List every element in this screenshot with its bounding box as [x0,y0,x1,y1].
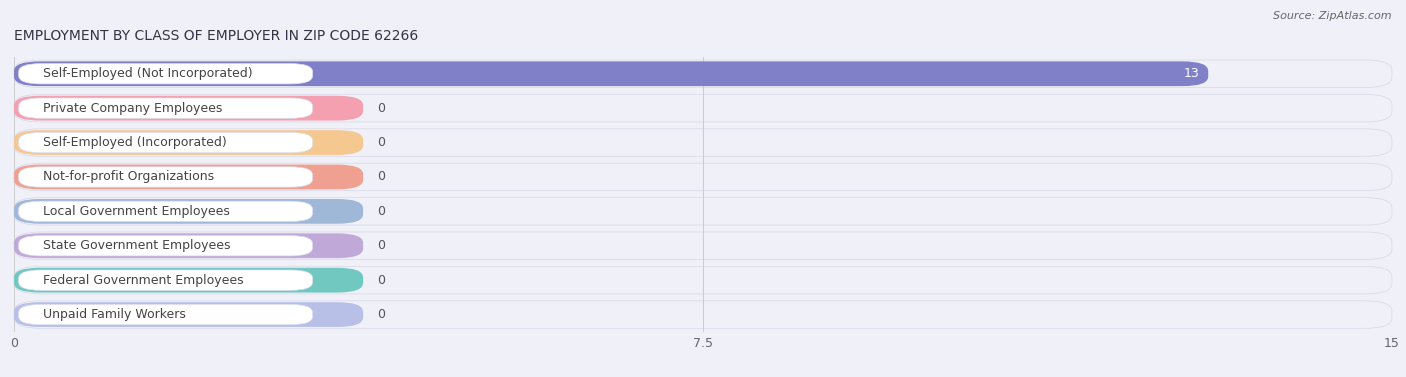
Text: Local Government Employees: Local Government Employees [44,205,231,218]
Text: Private Company Employees: Private Company Employees [44,102,222,115]
FancyBboxPatch shape [14,198,1392,225]
FancyBboxPatch shape [14,94,1392,122]
FancyBboxPatch shape [14,96,363,121]
FancyBboxPatch shape [14,268,363,293]
Text: State Government Employees: State Government Employees [44,239,231,252]
FancyBboxPatch shape [14,267,1392,294]
Text: 0: 0 [377,102,385,115]
FancyBboxPatch shape [18,64,312,84]
Text: Source: ZipAtlas.com: Source: ZipAtlas.com [1274,11,1392,21]
Text: 0: 0 [377,274,385,287]
FancyBboxPatch shape [14,60,1392,87]
FancyBboxPatch shape [18,132,312,153]
FancyBboxPatch shape [14,61,1208,86]
FancyBboxPatch shape [14,301,1392,328]
Text: Not-for-profit Organizations: Not-for-profit Organizations [44,170,215,184]
Text: 0: 0 [377,136,385,149]
FancyBboxPatch shape [14,165,363,189]
Text: 13: 13 [1184,67,1199,80]
Text: 0: 0 [377,170,385,184]
Text: 0: 0 [377,239,385,252]
Text: Self-Employed (Incorporated): Self-Employed (Incorporated) [44,136,228,149]
FancyBboxPatch shape [18,167,312,187]
Text: Self-Employed (Not Incorporated): Self-Employed (Not Incorporated) [44,67,253,80]
FancyBboxPatch shape [14,130,363,155]
FancyBboxPatch shape [14,129,1392,156]
FancyBboxPatch shape [18,98,312,118]
Text: 0: 0 [377,205,385,218]
FancyBboxPatch shape [14,199,363,224]
FancyBboxPatch shape [14,233,363,258]
Text: Unpaid Family Workers: Unpaid Family Workers [44,308,187,321]
FancyBboxPatch shape [18,270,312,290]
FancyBboxPatch shape [18,201,312,222]
FancyBboxPatch shape [18,236,312,256]
Text: EMPLOYMENT BY CLASS OF EMPLOYER IN ZIP CODE 62266: EMPLOYMENT BY CLASS OF EMPLOYER IN ZIP C… [14,29,419,43]
FancyBboxPatch shape [14,163,1392,191]
Text: Federal Government Employees: Federal Government Employees [44,274,245,287]
FancyBboxPatch shape [18,304,312,325]
Text: 0: 0 [377,308,385,321]
FancyBboxPatch shape [14,302,363,327]
FancyBboxPatch shape [14,232,1392,259]
